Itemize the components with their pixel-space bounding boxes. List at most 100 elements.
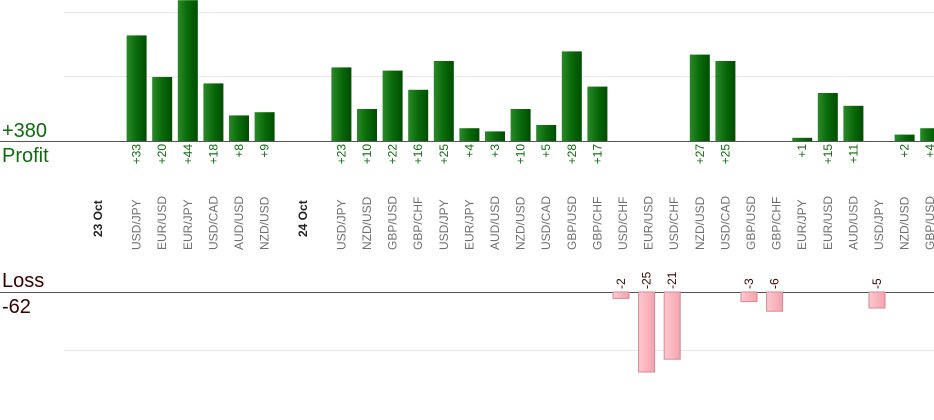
profit-value-label: +16 (411, 144, 425, 165)
profit-bar (715, 61, 736, 141)
loss-bar (638, 291, 656, 373)
profit-value-label: +4 (923, 144, 934, 158)
gridline-loss-mid (64, 350, 934, 351)
loss-baseline (0, 292, 934, 293)
profit-bar (920, 128, 934, 141)
profit-bar (433, 61, 454, 141)
profit-value-label: +44 (181, 144, 195, 165)
profit-value-label: +11 (846, 144, 860, 164)
profit-value-label: +25 (718, 144, 732, 165)
profit-bar (689, 54, 710, 141)
profit-value-label: +23 (334, 144, 348, 165)
loss-bar (868, 291, 886, 309)
currency-pair-label: GBP/USD (744, 196, 758, 250)
currency-pair-label: AUD/USD (846, 196, 860, 250)
profit-bar (561, 51, 582, 141)
profit-value-label: +10 (514, 144, 528, 165)
currency-pair-label: EUR/USD (821, 196, 835, 250)
date-label: 24 Oct (296, 200, 310, 237)
loss-value-label: -25 (640, 271, 654, 289)
profit-bar (510, 109, 531, 141)
currency-pair-label: NZD/USD (360, 196, 374, 250)
profit-value-label: +2 (898, 144, 912, 158)
profit-value-label: +33 (130, 144, 144, 165)
profit-value-label: +4 (462, 144, 476, 158)
currency-pair-label: USD/JPY (437, 199, 451, 250)
currency-pair-label: EUR/JPY (181, 199, 195, 250)
currency-pair-label: NZD/USD (258, 196, 272, 250)
currency-pair-label: USD/CAD (539, 196, 553, 250)
loss-label: Loss (2, 270, 45, 292)
profit-value-label: +1 (795, 144, 809, 158)
profit-bar (152, 77, 173, 141)
profit-value-label: +17 (590, 144, 604, 165)
currency-pair-label: USD/CHF (616, 197, 630, 250)
currency-pair-label: NZD/USD (898, 196, 912, 250)
profit-baseline (0, 141, 934, 142)
currency-pair-label: AUD/USD (232, 196, 246, 250)
profit-bar (408, 89, 429, 141)
profit-bar (817, 93, 838, 141)
total-loss-value: -62 (2, 296, 31, 318)
currency-pair-label: USD/CHF (667, 197, 681, 250)
loss-value-label: -2 (614, 278, 628, 289)
currency-pair-label: EUR/USD (642, 196, 656, 250)
currency-pair-label: GBP/CHF (770, 197, 784, 250)
profit-value-label: +20 (155, 144, 169, 165)
profit-bar (792, 137, 813, 141)
profit-bar (229, 115, 249, 141)
profit-bar (357, 109, 377, 141)
currency-pair-label: NZD/USD (693, 196, 707, 250)
profit-value-label: +27 (693, 144, 707, 165)
currency-pair-label: USD/JPY (130, 199, 144, 250)
profit-bar (843, 105, 864, 141)
profit-bar (587, 86, 608, 141)
profit-value-label: +18 (206, 144, 220, 165)
profit-bar (177, 0, 198, 142)
currency-pair-label: GBP/USD (565, 196, 579, 250)
currency-pair-label: EUR/JPY (462, 199, 476, 250)
profit-label: Profit (2, 145, 49, 167)
loss-bar (740, 291, 758, 303)
profit-value-label: +25 (437, 144, 451, 165)
loss-value-label: -3 (742, 278, 756, 289)
currency-pair-label: GBP/CHF (411, 197, 425, 250)
profit-value-label: +15 (821, 144, 835, 165)
profit-bar (126, 35, 147, 141)
profit-bar (203, 83, 224, 141)
gridline-profit-top (64, 12, 934, 13)
currency-pair-label: GBP/USD (923, 196, 934, 250)
profit-value-label: +28 (565, 144, 579, 165)
profit-bar (459, 128, 480, 141)
profit-value-label: +22 (386, 144, 400, 165)
profit-value-label: +3 (488, 144, 502, 158)
profit-bar (331, 67, 352, 141)
currency-pair-label: USD/CAD (206, 196, 220, 250)
currency-pair-label: NZD/USD (514, 196, 528, 250)
currency-pair-label: GBP/USD (386, 196, 400, 250)
currency-pair-label: USD/JPY (334, 199, 348, 250)
profit-value-label: +10 (360, 144, 374, 165)
profit-bar (536, 125, 557, 141)
loss-bar (612, 291, 630, 299)
gridline-profit-mid (64, 76, 934, 77)
currency-pair-label: EUR/USD (155, 196, 169, 250)
total-profit-value: +380 (2, 120, 48, 142)
profit-bar (382, 70, 403, 141)
currency-pair-label: EUR/JPY (795, 199, 809, 250)
currency-pair-label: USD/CAD (718, 196, 732, 250)
profit-bar (894, 134, 915, 141)
currency-pair-label: AUD/USD (488, 196, 502, 250)
profit-value-label: +5 (539, 144, 553, 158)
currency-pair-label: USD/JPY (872, 199, 886, 250)
loss-value-label: -5 (870, 278, 884, 289)
profit-value-label: +9 (258, 144, 272, 158)
currency-pair-label: GBP/CHF (590, 197, 604, 250)
loss-value-label: -21 (665, 271, 679, 289)
date-label: 23 Oct (91, 200, 105, 237)
profit-bar (254, 112, 275, 141)
profit-value-label: +8 (232, 144, 246, 158)
loss-bar (766, 291, 784, 312)
loss-value-label: -6 (768, 278, 782, 289)
